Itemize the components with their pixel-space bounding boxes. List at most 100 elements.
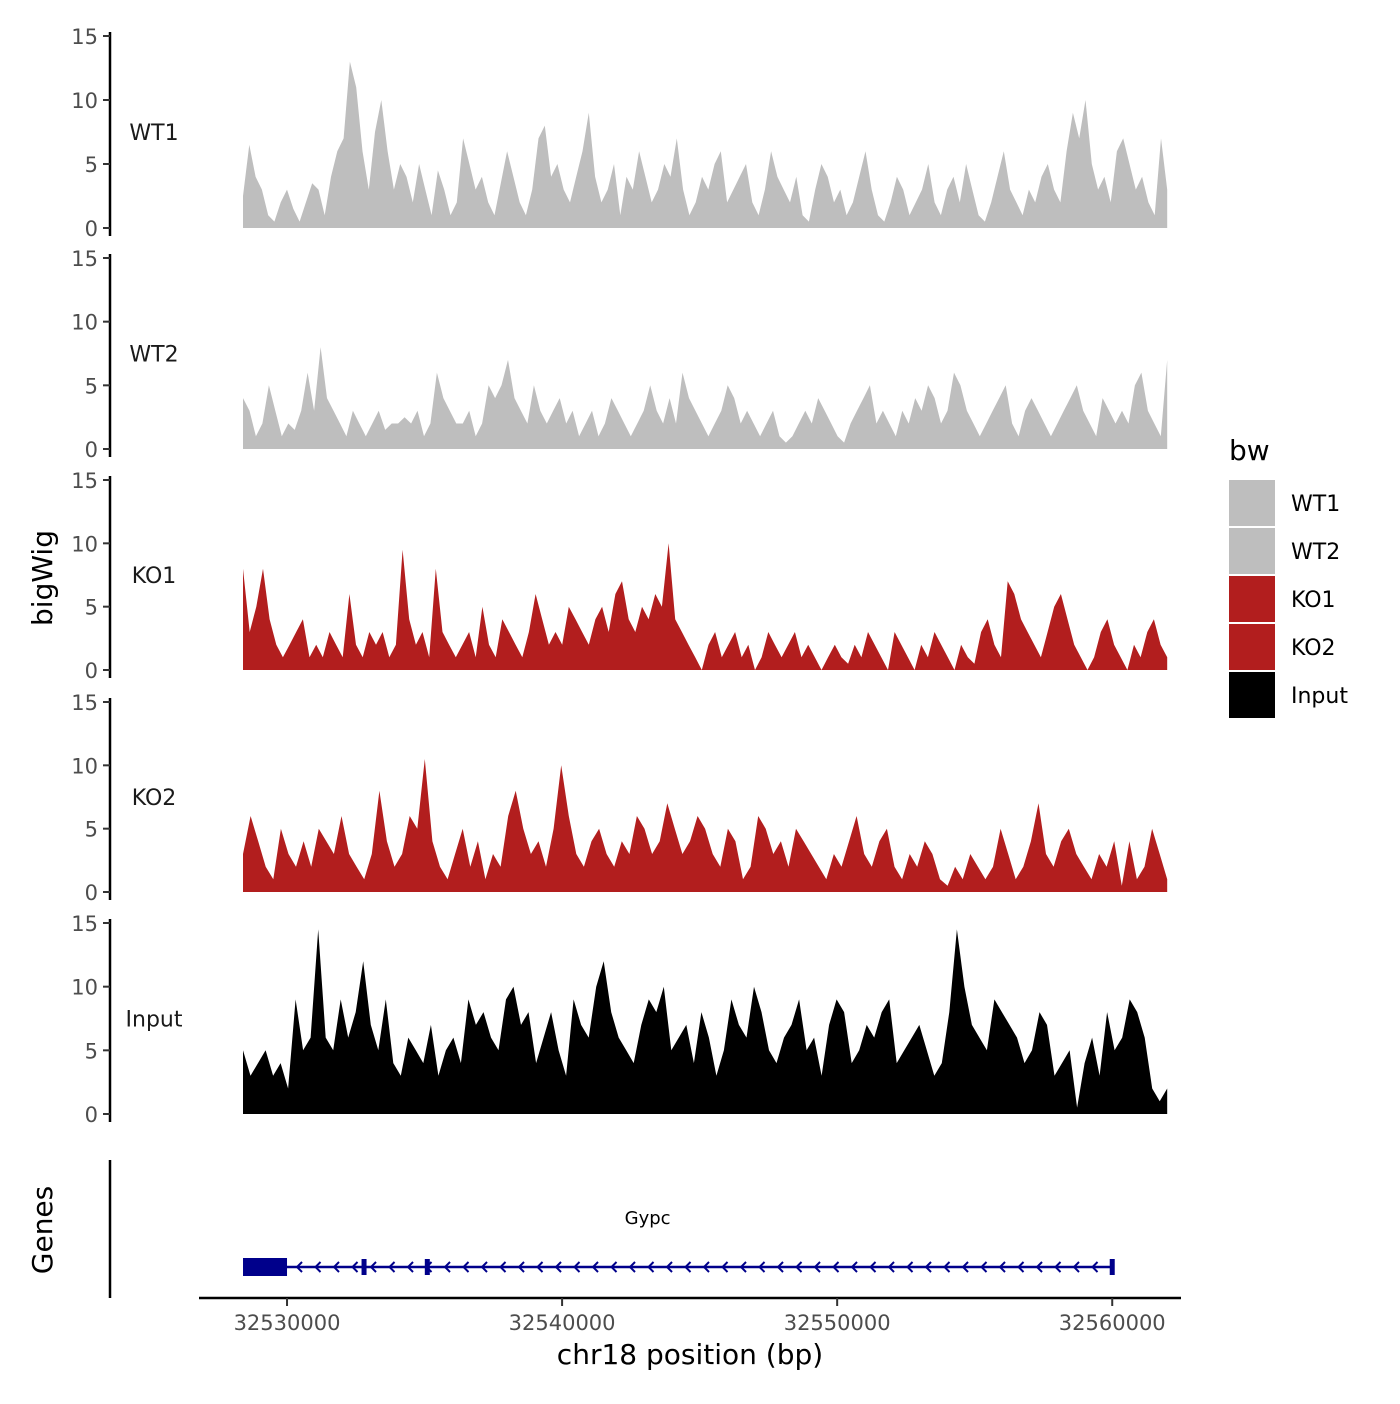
coverage-area-ko2: [243, 759, 1168, 892]
x-tick-label: 32550000: [784, 1311, 891, 1335]
track-label-ko1: KO1: [132, 564, 177, 589]
strand-arrow-icon: [536, 1261, 544, 1273]
strand-arrow-icon: [369, 1261, 377, 1273]
strand-arrow-icon: [998, 1261, 1006, 1273]
strand-arrow-icon: [517, 1261, 525, 1273]
strand-arrow-icon: [628, 1261, 636, 1273]
gene-exon: [1109, 1259, 1115, 1275]
y-tick-label: 10: [71, 754, 98, 778]
y-tick-label: 5: [85, 374, 98, 398]
strand-arrow-icon: [480, 1261, 488, 1273]
y-tick-label: 10: [71, 89, 98, 113]
x-tick-label: 32560000: [1059, 1311, 1166, 1335]
strand-arrow-icon: [554, 1261, 562, 1273]
strand-arrow-icon: [462, 1261, 470, 1273]
strand-arrow-icon: [739, 1261, 747, 1273]
y-tick-label: 15: [71, 247, 98, 271]
y-axis-title: bigWig: [26, 530, 59, 626]
strand-arrow-icon: [832, 1261, 840, 1273]
y-tick-label: 0: [85, 881, 98, 905]
legend-key-input: [1229, 672, 1275, 718]
track-label-wt1: WT1: [129, 121, 178, 146]
y-tick-label: 5: [85, 1039, 98, 1063]
legend-key-ko1: [1229, 576, 1275, 622]
x-axis: 32530000 32540000 32550000 32560000: [199, 1296, 1181, 1335]
coverage-area-ko1: [243, 543, 1168, 670]
strand-arrow-icon: [980, 1261, 988, 1273]
strand-arrow-icon: [665, 1261, 673, 1273]
strand-arrow-icon: [869, 1261, 877, 1273]
strand-arrow-icon: [573, 1261, 581, 1273]
y-tick-label: 15: [71, 469, 98, 493]
legend-key-wt1: [1229, 480, 1275, 526]
strand-arrow-icon: [610, 1261, 618, 1273]
strand-arrow-icon: [850, 1261, 858, 1273]
strand-arrow-icon: [499, 1261, 507, 1273]
strand-arrow-icon: [314, 1261, 322, 1273]
strand-arrow-icon: [961, 1261, 969, 1273]
strand-arrow-icon: [332, 1261, 340, 1273]
track-input: 0 5 10 15 Input: [71, 912, 1168, 1127]
legend-label-input: Input: [1291, 684, 1348, 709]
strand-arrow-icon: [887, 1261, 895, 1273]
strand-arrow-icon: [1017, 1261, 1025, 1273]
strand-arrow-icon: [591, 1261, 599, 1273]
strand-arrow-icon: [684, 1261, 692, 1273]
strand-arrow-icon: [702, 1261, 710, 1273]
gene-exon: [243, 1258, 288, 1276]
y-tick-label: 15: [71, 25, 98, 49]
strand-arrow-icon: [406, 1261, 414, 1273]
track-wt1: 0 5 10 15 WT1: [71, 25, 1168, 241]
legend-key-ko2: [1229, 624, 1275, 670]
track-wt2: 0 5 10 15 WT2: [71, 247, 1168, 462]
genes-axis-title: Genes: [26, 1186, 59, 1274]
strand-arrow-icon: [1054, 1261, 1062, 1273]
genes-track: Gypc: [108, 1160, 1115, 1298]
coverage-area-wt1: [243, 61, 1168, 228]
strand-arrow-icon: [721, 1261, 729, 1273]
y-tick-label: 0: [85, 217, 98, 241]
strand-arrow-icon: [906, 1261, 914, 1273]
legend-label-wt1: WT1: [1291, 492, 1340, 517]
legend-label-wt2: WT2: [1291, 540, 1340, 565]
legend: WT1 WT2 KO1 KO2 Input: [1229, 480, 1348, 718]
y-tick-label: 5: [85, 596, 98, 620]
gene-exon: [361, 1259, 367, 1275]
x-axis-title: chr18 position (bp): [557, 1338, 823, 1371]
strand-arrow-icon: [795, 1261, 803, 1273]
y-tick-label: 10: [71, 532, 98, 556]
gene-label: Gypc: [625, 1208, 671, 1229]
y-tick-label: 5: [85, 153, 98, 177]
y-tick-label: 10: [71, 311, 98, 335]
strand-arrow-icon: [758, 1261, 766, 1273]
y-tick-label: 0: [85, 659, 98, 683]
strand-arrow-icon: [647, 1261, 655, 1273]
y-tick-label: 15: [71, 912, 98, 936]
x-tick-label: 32530000: [234, 1311, 341, 1335]
strand-arrow-icon: [425, 1261, 433, 1273]
strand-arrow-icon: [295, 1261, 303, 1273]
y-tick-label: 5: [85, 818, 98, 842]
strand-arrow-icon: [776, 1261, 784, 1273]
strand-arrow-icon: [1035, 1261, 1043, 1273]
legend-label-ko1: KO1: [1291, 588, 1336, 613]
track-label-input: Input: [126, 1008, 183, 1033]
y-tick-label: 0: [85, 438, 98, 462]
x-tick-label: 32540000: [509, 1311, 616, 1335]
strand-arrow-icon: [443, 1261, 451, 1273]
strand-arrow-icon: [943, 1261, 951, 1273]
coverage-area-input: [243, 929, 1168, 1114]
track-ko1: 0 5 10 15 KO1: [71, 469, 1168, 683]
strand-arrow-icon: [813, 1261, 821, 1273]
y-tick-label: 15: [71, 691, 98, 715]
legend-key-wt2: [1229, 528, 1275, 574]
track-ko2: 0 5 10 15 KO2: [71, 691, 1168, 905]
strand-arrow-icon: [1091, 1261, 1099, 1273]
strand-arrow-icon: [1072, 1261, 1080, 1273]
y-tick-label: 0: [85, 1103, 98, 1127]
legend-title: bw: [1229, 434, 1270, 467]
track-label-ko2: KO2: [132, 786, 177, 811]
strand-arrow-icon: [924, 1261, 932, 1273]
